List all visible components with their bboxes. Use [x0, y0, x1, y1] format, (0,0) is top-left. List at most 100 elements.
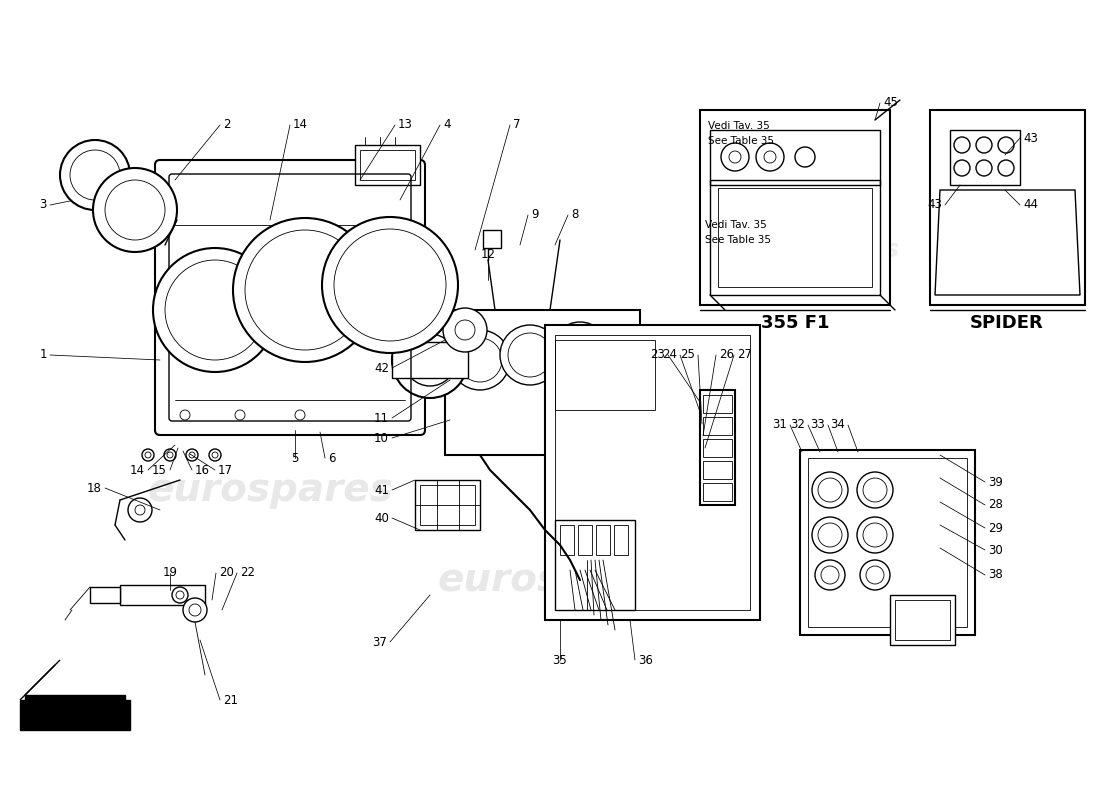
Text: 18: 18: [87, 482, 102, 494]
Polygon shape: [25, 695, 125, 728]
Circle shape: [954, 137, 970, 153]
Text: 31: 31: [772, 418, 786, 431]
Bar: [446, 310, 640, 455]
Circle shape: [812, 517, 848, 553]
Text: 35: 35: [552, 654, 568, 666]
Text: eurospares: eurospares: [437, 561, 683, 599]
Bar: [950, 130, 1020, 185]
Circle shape: [756, 143, 784, 171]
Text: See Table 35: See Table 35: [708, 136, 774, 146]
Circle shape: [720, 143, 749, 171]
Text: 28: 28: [988, 498, 1003, 511]
Text: 1: 1: [40, 349, 47, 362]
Bar: [703, 417, 732, 435]
Text: 41: 41: [374, 483, 389, 497]
Circle shape: [142, 449, 154, 461]
Text: 43: 43: [927, 198, 942, 211]
Text: 13: 13: [398, 118, 412, 131]
Circle shape: [392, 322, 468, 398]
Text: 2: 2: [223, 118, 231, 131]
Bar: [718, 188, 872, 287]
Text: 36: 36: [638, 654, 653, 666]
Circle shape: [172, 587, 188, 603]
Bar: [90, 587, 120, 603]
Text: eurospares: eurospares: [741, 238, 899, 262]
Circle shape: [860, 560, 890, 590]
Text: 40: 40: [374, 511, 389, 525]
Polygon shape: [20, 700, 130, 730]
Circle shape: [976, 137, 992, 153]
Circle shape: [857, 517, 893, 553]
Text: 14: 14: [293, 118, 308, 131]
Text: 7: 7: [513, 118, 520, 131]
Bar: [710, 180, 880, 295]
Circle shape: [976, 160, 992, 176]
Bar: [703, 395, 732, 413]
Bar: [710, 130, 880, 185]
Text: 10: 10: [374, 431, 389, 445]
Text: 34: 34: [830, 418, 845, 431]
Bar: [360, 150, 415, 180]
Polygon shape: [25, 660, 60, 695]
Bar: [800, 450, 975, 635]
Text: 24: 24: [662, 349, 676, 362]
Text: SPIDER: SPIDER: [970, 314, 1044, 332]
Bar: [703, 461, 732, 479]
Circle shape: [443, 308, 487, 352]
Text: 27: 27: [737, 349, 752, 362]
Text: 355 F1: 355 F1: [761, 314, 829, 332]
Circle shape: [94, 168, 177, 252]
Circle shape: [183, 598, 207, 622]
Text: 8: 8: [571, 209, 579, 222]
Bar: [556, 335, 750, 610]
Text: 22: 22: [240, 566, 255, 579]
FancyBboxPatch shape: [155, 160, 425, 435]
Bar: [890, 595, 955, 645]
Bar: [392, 342, 468, 378]
Circle shape: [164, 449, 176, 461]
Text: 3: 3: [40, 198, 47, 211]
Text: 32: 32: [790, 418, 805, 431]
Bar: [483, 230, 500, 248]
Bar: [560, 525, 574, 555]
Text: 4: 4: [443, 118, 451, 131]
Circle shape: [552, 322, 608, 378]
Text: 9: 9: [531, 209, 539, 222]
Polygon shape: [20, 665, 55, 700]
Circle shape: [60, 140, 130, 210]
Bar: [808, 458, 967, 627]
Text: 15: 15: [152, 463, 167, 477]
Text: 12: 12: [481, 249, 495, 262]
Bar: [120, 585, 205, 605]
Text: 25: 25: [680, 349, 695, 362]
Text: 43: 43: [1023, 131, 1038, 145]
Text: 45: 45: [883, 97, 898, 110]
Bar: [556, 520, 635, 610]
Circle shape: [500, 325, 560, 385]
Circle shape: [857, 472, 893, 508]
Bar: [895, 600, 950, 640]
Circle shape: [954, 160, 970, 176]
Text: 16: 16: [195, 463, 210, 477]
Circle shape: [812, 472, 848, 508]
Circle shape: [795, 147, 815, 167]
Text: 21: 21: [223, 694, 238, 706]
Circle shape: [998, 160, 1014, 176]
Bar: [703, 439, 732, 457]
Text: 33: 33: [811, 418, 825, 431]
Bar: [420, 485, 475, 525]
Bar: [415, 480, 480, 530]
Text: 11: 11: [374, 411, 389, 425]
Circle shape: [153, 248, 277, 372]
Text: 42: 42: [374, 362, 389, 374]
Bar: [544, 325, 760, 620]
Text: 44: 44: [1023, 198, 1038, 211]
Circle shape: [186, 449, 198, 461]
Circle shape: [233, 218, 377, 362]
Circle shape: [322, 217, 458, 353]
Circle shape: [998, 137, 1014, 153]
Circle shape: [450, 330, 510, 390]
Text: 19: 19: [163, 566, 177, 579]
Bar: [700, 390, 735, 505]
Bar: [703, 483, 732, 501]
